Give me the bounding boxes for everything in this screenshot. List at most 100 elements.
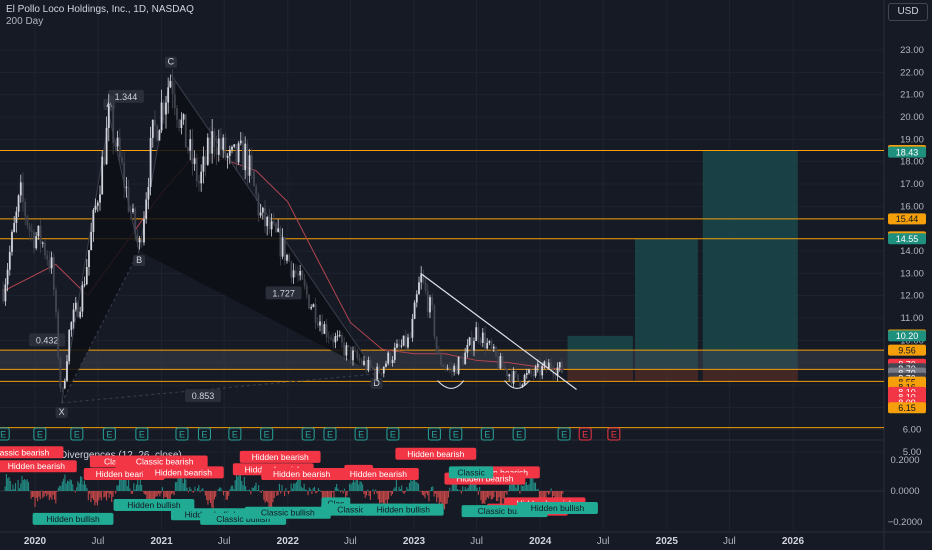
- osc-bar: [252, 487, 254, 491]
- candle-body: [545, 361, 548, 369]
- osc-bar: [399, 489, 401, 491]
- earnings-marker[interactable]: [386, 427, 400, 441]
- bullish-tag: [244, 506, 331, 519]
- osc-bar: [468, 485, 470, 491]
- candle-body: [268, 217, 271, 230]
- earnings-marker[interactable]: [0, 427, 10, 441]
- osc-bar: [278, 483, 280, 491]
- earnings-marker[interactable]: [260, 427, 274, 441]
- earnings-marker[interactable]: [70, 427, 84, 441]
- osc-bar: [191, 491, 193, 492]
- earnings-marker[interactable]: [578, 427, 592, 441]
- bearish-tag: [395, 447, 477, 460]
- earnings-marker[interactable]: [197, 427, 211, 441]
- earnings-marker[interactable]: [607, 427, 621, 441]
- candle-body: [448, 367, 451, 369]
- earnings-marker-label: E: [390, 430, 396, 440]
- earnings-marker[interactable]: [33, 427, 47, 441]
- earnings-marker[interactable]: [557, 427, 571, 441]
- osc-bar: [501, 491, 503, 505]
- osc-bar: [294, 483, 296, 491]
- osc-bar: [449, 487, 451, 491]
- osc-bar: [86, 488, 88, 491]
- candle-body: [222, 137, 225, 150]
- candle-body: [8, 251, 11, 270]
- osc-bar: [445, 491, 447, 504]
- earnings-marker[interactable]: [228, 427, 242, 441]
- candle-body: [422, 274, 425, 283]
- osc-bar: [274, 491, 277, 492]
- osc-bar: [261, 489, 264, 491]
- bullish-tag: [362, 503, 444, 516]
- candle-body: [182, 114, 185, 120]
- earnings-marker[interactable]: [301, 427, 315, 441]
- candle-body: [499, 356, 502, 369]
- osc-bar: [454, 481, 456, 491]
- candle-body: [94, 205, 97, 210]
- candle-body: [59, 358, 62, 388]
- candle-body: [532, 374, 535, 376]
- candle-body: [380, 372, 383, 374]
- earnings-marker[interactable]: [427, 427, 441, 441]
- osc-bar: [239, 472, 241, 491]
- osc-bar: [193, 491, 195, 493]
- candle-body: [68, 330, 71, 362]
- candle-body: [402, 335, 405, 346]
- ratio-label: 0.432: [36, 335, 59, 345]
- osc-bar: [493, 491, 495, 498]
- osc-bar: [144, 491, 147, 495]
- candle-body: [246, 143, 249, 176]
- earnings-marker[interactable]: [323, 427, 337, 441]
- earnings-marker[interactable]: [175, 427, 189, 441]
- price-axis[interactable]: 5.006.007.008.009.0010.0011.0012.0013.00…: [888, 45, 926, 528]
- candle-body: [151, 119, 154, 138]
- candle-body: [314, 304, 317, 323]
- candle-body: [488, 341, 491, 343]
- osc-bar: [226, 491, 228, 500]
- osc-bar: [139, 478, 141, 491]
- earnings-marker[interactable]: [135, 427, 149, 441]
- osc-bar: [481, 491, 483, 504]
- osc-bar: [277, 491, 279, 495]
- point-label-bg: [133, 255, 146, 266]
- candle-body: [492, 346, 495, 349]
- earnings-marker[interactable]: [512, 427, 526, 441]
- earnings-marker[interactable]: [102, 427, 116, 441]
- currency-button[interactable]: USD: [888, 3, 928, 21]
- earnings-marker[interactable]: [449, 427, 463, 441]
- osc-bar: [258, 485, 260, 491]
- osc-bar: [221, 490, 223, 491]
- price-tick: 13.00: [900, 268, 924, 279]
- osc-bar: [492, 491, 494, 499]
- bullish-tag-label: Hidden bullish: [127, 500, 181, 510]
- osc-bar: [232, 485, 234, 491]
- osc-bar: [206, 491, 208, 500]
- osc-bar: [247, 490, 249, 491]
- osc-bar: [307, 491, 309, 496]
- osc-bar: [96, 491, 98, 506]
- time-tick: 2020: [24, 536, 47, 547]
- earnings-marker[interactable]: [354, 427, 368, 441]
- osc-bar: [406, 487, 408, 491]
- osc-bar: [424, 491, 426, 499]
- time-axis[interactable]: 2020 Jul 2021 Jul 2022 Jul 2023 Jul 2024 Jul 2025 J…: [24, 536, 805, 547]
- osc-bar: [103, 491, 105, 498]
- trendline[interactable]: [420, 272, 577, 390]
- osc-bar: [544, 491, 546, 503]
- osc-bar: [155, 491, 157, 497]
- osc-bar: [280, 491, 282, 494]
- osc-bar: [476, 487, 478, 491]
- candle-body: [462, 357, 464, 365]
- osc-bar: [208, 491, 210, 501]
- osc-bar: [545, 491, 547, 500]
- osc-bar: [72, 484, 74, 491]
- osc-bar: [486, 491, 488, 498]
- candle-body: [393, 347, 396, 360]
- descending-trendline[interactable]: [420, 272, 577, 390]
- earnings-marker[interactable]: [480, 427, 494, 441]
- osc-bar: [35, 491, 37, 499]
- osc-bar: [304, 489, 306, 491]
- osc-bar: [260, 491, 262, 493]
- candle-body: [121, 156, 123, 163]
